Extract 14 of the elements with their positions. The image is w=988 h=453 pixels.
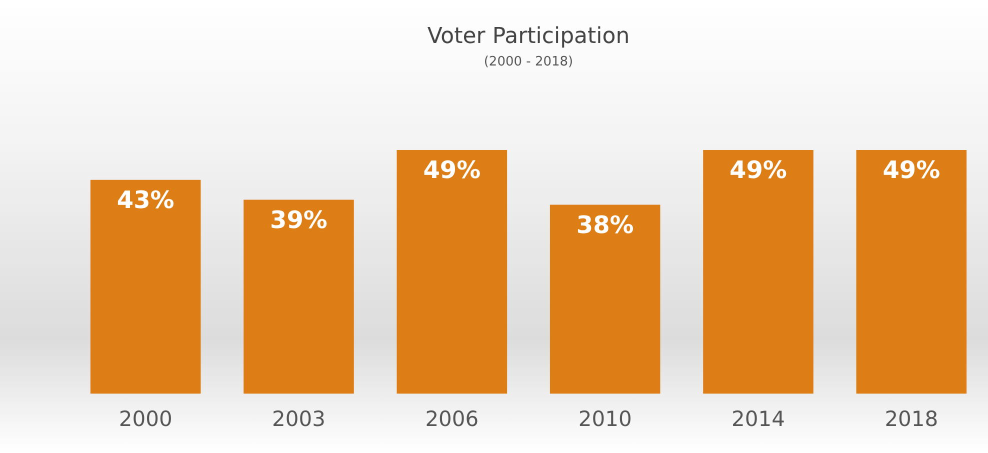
chart-subtitle: (2000 - 2018)	[484, 54, 574, 70]
data-label: 49%	[423, 156, 481, 184]
data-label: 39%	[270, 206, 328, 234]
x-tick-label: 2000	[118, 406, 172, 431]
data-label: 38%	[576, 210, 634, 239]
x-tick-label: 2006	[425, 406, 479, 431]
x-tick-label: 2014	[732, 406, 785, 431]
chart-title: Voter Participation	[427, 24, 630, 49]
data-label: 49%	[882, 156, 940, 184]
x-tick-label: 2003	[272, 406, 326, 431]
data-label: 49%	[730, 156, 787, 184]
x-tick-label: 2018	[884, 406, 938, 431]
x-tick-label: 2010	[578, 406, 632, 431]
data-label: 43%	[116, 186, 174, 214]
